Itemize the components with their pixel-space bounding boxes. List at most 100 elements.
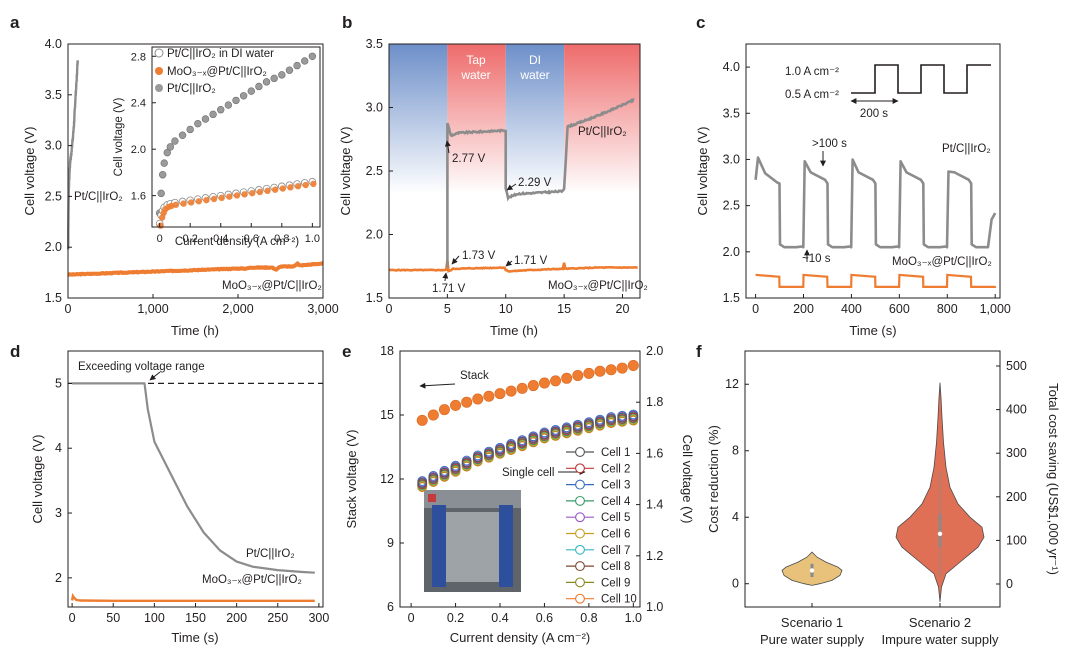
legend-label-cell: Cell 5 xyxy=(601,512,630,524)
inset-point-moo xyxy=(241,191,247,197)
panel-f-ylabel-left: Cost reduction (%) xyxy=(706,425,721,533)
panel-a-inset-ytick-label: 2.8 xyxy=(131,51,146,63)
panel-f-right-ytick-label: 0 xyxy=(1006,577,1013,591)
inset-point-ptc xyxy=(172,138,179,145)
panel-a-ytick-label: 3.5 xyxy=(45,88,62,102)
stack-point xyxy=(439,404,449,414)
panel-b-ylabel: Cell voltage (V) xyxy=(338,127,353,216)
stack-point xyxy=(584,368,594,378)
legend-label-cell: Cell 6 xyxy=(601,529,630,541)
panel-d-ytick-label: 2 xyxy=(55,571,62,585)
stack-point xyxy=(417,415,427,425)
inset-point-moo xyxy=(157,222,163,228)
inset-point-ptc xyxy=(194,120,201,127)
panel-a-label-ptc: Pt/C||IrO₂ xyxy=(74,191,123,203)
panel-e-left-ytick-label: 12 xyxy=(380,472,394,486)
panel-e-letter: e xyxy=(342,342,351,361)
inset-point-moo xyxy=(226,193,232,199)
stack-photo-core xyxy=(446,512,499,582)
panel-f-right-ytick-label: 500 xyxy=(1006,359,1027,373)
panel-f-frame xyxy=(745,351,1000,607)
stack-point xyxy=(528,380,538,390)
region-di-1 xyxy=(389,44,447,194)
stack-point xyxy=(573,370,583,380)
panel-b-arrow-171b xyxy=(506,261,512,266)
stack-point xyxy=(550,376,560,386)
panel-c-ytick-label: 3.5 xyxy=(723,106,740,120)
inset-point-moo xyxy=(249,190,255,196)
panel-b-ytick-label: 2.5 xyxy=(366,164,383,178)
legend-marker-ptc xyxy=(155,84,163,92)
legend-marker-cell xyxy=(576,578,585,587)
panel-f-right-ytick-label: 300 xyxy=(1006,446,1027,460)
stack-point xyxy=(428,410,438,420)
inset-point-ptc xyxy=(210,111,217,118)
panel-d-ylabel: Cell voltage (V) xyxy=(30,435,45,524)
stack-point xyxy=(595,366,605,376)
panel-b-ann-171a: 1.71 V xyxy=(432,283,466,295)
panel-e-right-ytick-label: 1.4 xyxy=(646,498,663,512)
legend-marker-cell xyxy=(576,594,585,603)
panel-a-ylabel: Cell voltage (V) xyxy=(22,127,37,216)
series-moo xyxy=(68,263,323,275)
panel-b-arrow-171a xyxy=(445,273,446,281)
panel-c-ann-low: 0.5 A cm⁻² xyxy=(785,89,839,101)
panel-d-arrow-range xyxy=(150,372,160,380)
stack-point xyxy=(606,365,616,375)
panel-e-left-ytick-label: 9 xyxy=(387,536,394,550)
panel-e-right-ytick-label: 1.0 xyxy=(646,600,663,614)
panel-d-xtick-label: 300 xyxy=(308,611,329,625)
panel-c-xlabel: Time (s) xyxy=(849,323,896,338)
panel-e: e 0 0.2 0.4 0.6 0.8 1.0691215181.01.21.41.61.… xyxy=(342,342,695,645)
panel-b-xtick-label: 10 xyxy=(499,302,513,316)
inset-point-moo xyxy=(272,186,278,192)
legend-label-cell: Cell 7 xyxy=(601,545,630,557)
panel-b-label-ptc: Pt/C||IrO₂ xyxy=(578,126,627,138)
panel-f-right-ytick-label: 100 xyxy=(1006,533,1027,547)
panel-a-ytick-label: 3.0 xyxy=(45,139,62,153)
panel-e-right-ytick-label: 1.6 xyxy=(646,446,663,460)
panel-d-ann-range: Exceeding voltage range xyxy=(78,361,205,373)
inset-point-moo xyxy=(234,192,240,198)
panel-b-ann-277: 2.77 V xyxy=(452,153,486,165)
panel-f-left-ytick-label: 8 xyxy=(732,444,739,458)
stack-photo-plate-right xyxy=(499,505,513,587)
panel-d-ytick-label: 3 xyxy=(55,506,62,520)
panel-e-right-ytick-label: 1.8 xyxy=(646,395,663,409)
inset-point-ptc xyxy=(179,132,186,139)
inset-point-ptc xyxy=(161,160,168,167)
stack-point xyxy=(617,363,627,373)
stack-point xyxy=(517,383,527,393)
panel-b: b 0 5 10 15 201.52.02.53.03.5 Time (h) Cell … xyxy=(338,13,648,338)
inset-point-ptc xyxy=(217,106,224,113)
panel-a: a 0 1,000 2,000 3,0001.52.02.53.03.54.0 Tim… xyxy=(10,13,339,338)
legend-label-di: Pt/C||IrO₂ in DI water xyxy=(167,48,274,60)
inset-point-ptc xyxy=(167,143,174,150)
panel-a-inset-xlabel: Current density (A cm⁻²) xyxy=(175,236,299,248)
panel-e-xtick-label: 0.6 xyxy=(536,611,553,625)
region-di-3 xyxy=(564,44,640,194)
inset-point-moo xyxy=(287,184,293,190)
stack-point xyxy=(539,378,549,388)
inset-point-ptc xyxy=(240,92,247,99)
panel-c-ann-high: 1.0 A cm⁻² xyxy=(785,66,839,78)
inset-point-moo xyxy=(280,185,286,191)
panel-f-scenario1-line1: Scenario 1 xyxy=(781,615,843,630)
legend-label-cell: Cell 1 xyxy=(601,447,630,459)
panel-f-left-ytick-label: 0 xyxy=(732,577,739,591)
panel-a-xtick-label: 2,000 xyxy=(222,302,253,316)
legend-label-ptc: Pt/C||IrO₂ xyxy=(167,83,216,95)
legend-marker-cell xyxy=(576,448,585,457)
panel-e-ann-single: Single cell xyxy=(502,467,554,479)
panel-f-axes: 048120100200300400500 xyxy=(725,359,1027,607)
panel-d-xtick-label: 250 xyxy=(267,611,288,625)
panel-b-xlabel: Time (h) xyxy=(490,323,538,338)
panel-f-ylabel-right: Total cost saving (US$1,000 yr⁻¹) xyxy=(1046,383,1061,575)
inset-point-moo xyxy=(203,197,209,203)
panel-a-xtick-label: 0 xyxy=(65,302,72,316)
panel-f-left-ytick-label: 12 xyxy=(725,377,739,391)
panel-f-scenario2-line2: Impure water supply xyxy=(881,632,999,647)
inset-point-moo xyxy=(257,189,263,195)
panel-c-label-ptc: Pt/C||IrO₂ xyxy=(942,143,991,155)
panel-a-inset-ytick-label: 2.4 xyxy=(131,98,146,110)
